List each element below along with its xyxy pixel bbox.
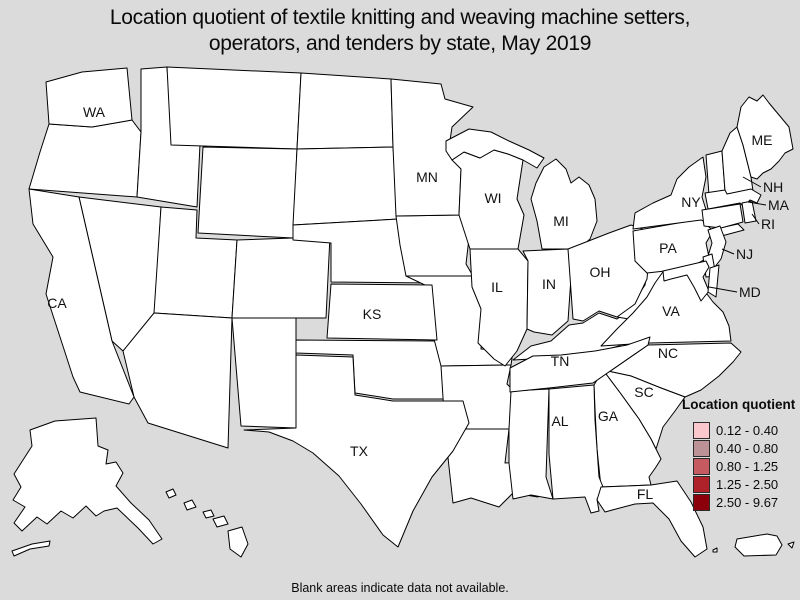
- state-ak-aleutians: [11, 540, 51, 557]
- state-az: [122, 312, 233, 449]
- legend-range-q2: 0.40 - 0.80: [716, 440, 779, 456]
- state-wy: [197, 146, 298, 239]
- legend-row: 1.25 - 2.50: [693, 475, 796, 493]
- label-md: MD: [739, 284, 761, 300]
- page-title: Location quotient of textile knitting an…: [0, 5, 800, 58]
- state-hi-kauai: [165, 488, 177, 499]
- label-wa: WA: [83, 104, 106, 120]
- state-il: [469, 248, 529, 367]
- legend-swatch-q3: [693, 457, 710, 475]
- leader-line-ma: [747, 201, 767, 206]
- legend-range-q1: 0.12 - 0.40: [716, 422, 779, 438]
- state-mi-upper: [445, 128, 545, 169]
- footnote: Blank areas indicate data not available.: [291, 581, 509, 595]
- state-or: [28, 119, 142, 198]
- label-oh: OH: [590, 264, 611, 280]
- state-mt: [166, 66, 302, 150]
- label-il: IL: [491, 279, 503, 295]
- leader-line-md: [708, 286, 738, 293]
- title-line-1: Location quotient of textile knitting an…: [109, 6, 691, 29]
- state-ak: [12, 417, 163, 545]
- label-wi: WI: [484, 190, 501, 206]
- legend-title: Location quotient: [682, 397, 796, 412]
- state-wa: [45, 67, 133, 128]
- state-md: [662, 260, 710, 302]
- state-in: [522, 248, 573, 336]
- state-pr: [734, 533, 783, 557]
- legend: Location quotient 0.12 - 0.40 0.40 - 0.8…: [682, 397, 796, 511]
- label-me: ME: [752, 132, 773, 148]
- state-oh: [567, 224, 652, 322]
- label-ma: MA: [768, 197, 790, 213]
- state-ks: [326, 283, 438, 341]
- legend-row: 2.50 - 9.67: [693, 493, 796, 511]
- legend-swatch-q2: [693, 439, 710, 457]
- leader-line-nj: [721, 248, 735, 255]
- state-tn: [509, 336, 651, 393]
- state-mi: [530, 158, 598, 250]
- label-ga: GA: [598, 408, 619, 424]
- label-ny: NY: [681, 194, 701, 210]
- state-pr-islet-east: [787, 541, 795, 549]
- state-hi-molokai: [202, 509, 215, 519]
- state-pr-islet-west: [712, 547, 718, 553]
- state-hi-maui: [212, 515, 229, 528]
- legend-row: 0.80 - 1.25: [693, 457, 796, 475]
- legend-row: 0.12 - 0.40: [693, 421, 796, 439]
- state-ca: [28, 188, 135, 405]
- state-me: [736, 94, 794, 180]
- state-hi-hawaii: [227, 526, 249, 558]
- legend-swatch-q5: [693, 493, 710, 511]
- state-co: [231, 235, 331, 319]
- label-mn: MN: [416, 169, 438, 185]
- label-ri: RI: [761, 216, 775, 232]
- state-nd: [296, 72, 394, 150]
- label-va: VA: [662, 303, 680, 319]
- legend-range-q4: 1.25 - 2.50: [716, 476, 779, 492]
- state-md-eastern-shore: [707, 264, 720, 298]
- legend-range-q3: 0.80 - 1.25: [716, 458, 779, 474]
- legend-swatch-q4: [693, 475, 710, 493]
- title-line-2: operators, and tenders by state, May 201…: [208, 32, 592, 56]
- state-tx: [243, 354, 470, 548]
- legend-row: 0.40 - 0.80: [693, 439, 796, 457]
- label-nj: NJ: [736, 246, 753, 262]
- legend-range-q5: 2.50 - 9.67: [716, 494, 779, 510]
- label-ca: CA: [47, 295, 67, 311]
- label-nc: NC: [658, 345, 678, 361]
- label-fl: FL: [637, 486, 654, 502]
- label-al: AL: [551, 413, 568, 429]
- leader-line-nh: [742, 176, 762, 188]
- label-mi: MI: [553, 213, 569, 229]
- label-nh: NH: [763, 179, 783, 195]
- label-sc: SC: [634, 384, 653, 400]
- label-tx: TX: [350, 443, 369, 459]
- label-tn: TN: [551, 353, 570, 369]
- state-sd: [292, 146, 400, 226]
- label-pa: PA: [659, 240, 677, 256]
- label-ks: KS: [363, 306, 382, 322]
- state-ms: [508, 388, 554, 500]
- state-ct: [701, 203, 744, 229]
- leader-line-ri: [751, 213, 760, 225]
- legend-swatch-q1: [693, 421, 710, 439]
- state-hi-oahu: [183, 499, 197, 511]
- state-fl: [596, 480, 708, 558]
- state-nm: [231, 317, 297, 429]
- state-ri: [741, 200, 757, 224]
- label-in: IN: [542, 276, 556, 292]
